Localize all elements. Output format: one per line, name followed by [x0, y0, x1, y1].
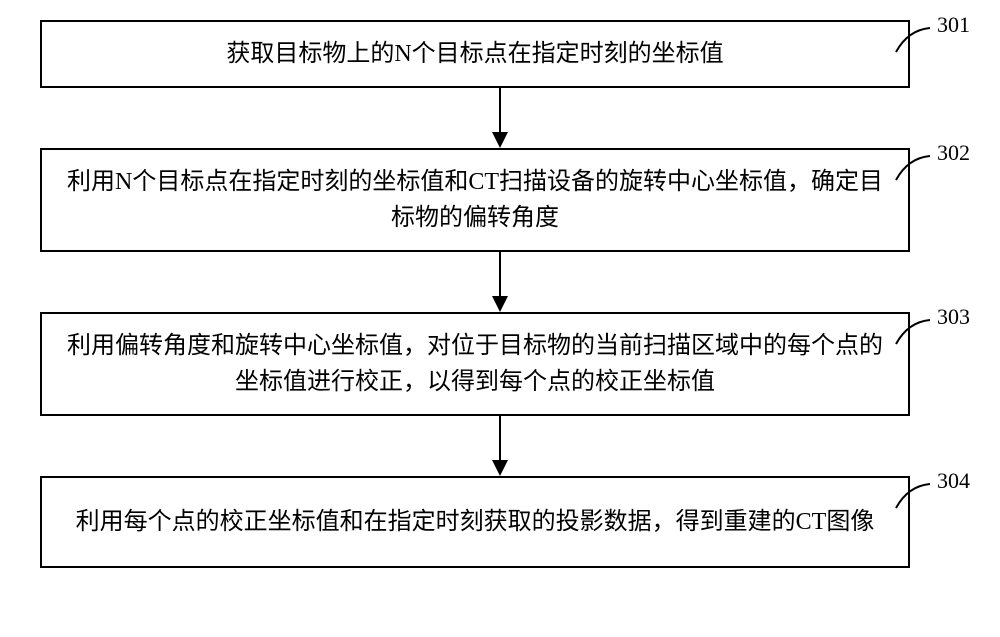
- step-label-302: 302: [937, 140, 970, 166]
- step-text-301: 获取目标物上的N个目标点在指定时刻的坐标值: [226, 36, 723, 72]
- connector-swoosh-304: [894, 482, 932, 510]
- arrow-down-icon: [485, 416, 515, 476]
- step-box-302: 利用N个目标点在指定时刻的坐标值和CT扫描设备的旋转中心坐标值，确定目标物的偏转…: [40, 148, 910, 252]
- arrow-down-icon: [485, 88, 515, 148]
- step-text-303: 利用偏转角度和旋转中心坐标值，对位于目标物的当前扫描区域中的每个点的坐标值进行校…: [62, 328, 888, 400]
- flowchart-container: 获取目标物上的N个目标点在指定时刻的坐标值 301 利用N个目标点在指定时刻的坐…: [40, 20, 960, 568]
- connector-swoosh-302: [894, 154, 932, 182]
- connector-swoosh-303: [894, 318, 932, 346]
- step-box-301: 获取目标物上的N个目标点在指定时刻的坐标值: [40, 20, 910, 88]
- step-row-302: 利用N个目标点在指定时刻的坐标值和CT扫描设备的旋转中心坐标值，确定目标物的偏转…: [40, 148, 960, 252]
- step-row-301: 获取目标物上的N个目标点在指定时刻的坐标值 301: [40, 20, 960, 88]
- step-label-301: 301: [937, 12, 970, 38]
- arrow-down-icon: [485, 252, 515, 312]
- arrow-2: [65, 252, 935, 312]
- arrow-1: [65, 88, 935, 148]
- step-row-303: 利用偏转角度和旋转中心坐标值，对位于目标物的当前扫描区域中的每个点的坐标值进行校…: [40, 312, 960, 416]
- arrow-3: [65, 416, 935, 476]
- step-label-303: 303: [937, 304, 970, 330]
- step-box-304: 利用每个点的校正坐标值和在指定时刻获取的投影数据，得到重建的CT图像: [40, 476, 910, 568]
- connector-swoosh-301: [894, 26, 932, 54]
- step-label-304: 304: [937, 468, 970, 494]
- step-text-304: 利用每个点的校正坐标值和在指定时刻获取的投影数据，得到重建的CT图像: [76, 504, 875, 540]
- step-row-304: 利用每个点的校正坐标值和在指定时刻获取的投影数据，得到重建的CT图像 304: [40, 476, 960, 568]
- step-box-303: 利用偏转角度和旋转中心坐标值，对位于目标物的当前扫描区域中的每个点的坐标值进行校…: [40, 312, 910, 416]
- step-text-302: 利用N个目标点在指定时刻的坐标值和CT扫描设备的旋转中心坐标值，确定目标物的偏转…: [62, 164, 888, 236]
